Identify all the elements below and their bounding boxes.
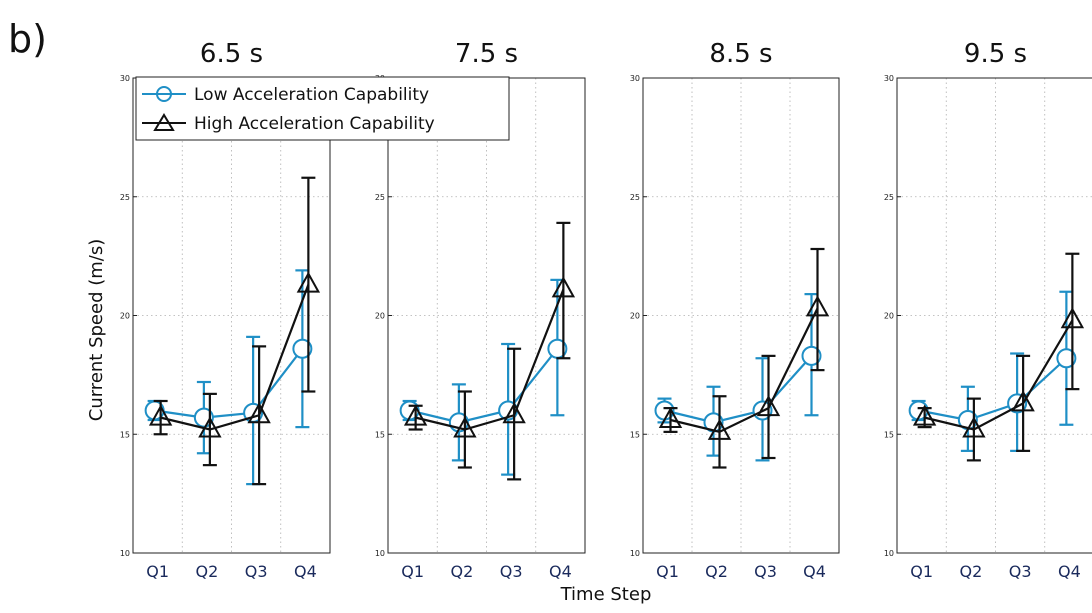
x-tick-label: Q4 <box>1058 562 1081 581</box>
x-tick-label: Q2 <box>450 562 473 581</box>
data-point-triangle <box>707 418 732 440</box>
panel-title: 8.5 s <box>709 39 772 69</box>
y-tick-label: 10 <box>884 549 894 558</box>
x-tick-label: Q2 <box>959 562 982 581</box>
series-high-acceleration <box>148 176 321 486</box>
legend-box <box>135 76 510 141</box>
data-point-triangle <box>198 416 222 438</box>
x-tick-label: Q2 <box>705 562 728 581</box>
chart-panel-1: 6.5 s 10 15 20 25 30 Q1 Q2 Q3 Q4 <box>120 39 331 581</box>
legend: Low Acceleration Capability High Acceler… <box>135 76 510 141</box>
y-tick-label: 25 <box>375 193 385 202</box>
chart-panel-3: 8.5 s 10 15 20 25 30 Q1 Q2 Q3 Q4 <box>630 39 840 581</box>
series-line <box>670 307 819 434</box>
legend-high-marker <box>153 113 175 131</box>
y-tick-label: 30 <box>884 74 894 83</box>
data-point-triangle <box>453 416 477 438</box>
chart-panel-4: 9.5 s 10 15 20 25 30 Q1 Q2 Q3 Q4 <box>884 39 1092 581</box>
panel-title: 9.5 s <box>964 39 1027 69</box>
data-point-triangle <box>1060 307 1085 329</box>
x-tick-label: Q3 <box>1009 562 1032 581</box>
series-low-acceleration <box>654 293 822 462</box>
series-line <box>409 348 559 424</box>
x-tick-label: Q1 <box>910 562 933 581</box>
y-axis-label: Current Speed (m/s) <box>86 239 107 422</box>
data-point-triangle <box>148 404 173 426</box>
data-point-triangle <box>551 276 576 298</box>
data-point-triangle <box>247 402 271 424</box>
x-tick-label: Q3 <box>754 562 777 581</box>
data-point-triangle <box>658 406 683 428</box>
series-low-acceleration <box>399 278 568 476</box>
plot-frame <box>896 77 1092 554</box>
x-tick-label: Q1 <box>146 562 169 581</box>
y-tick-label: 20 <box>630 312 640 321</box>
legend-low-label: Low Acceleration Capability <box>194 85 429 105</box>
series-high-acceleration <box>403 221 576 481</box>
panel-letter: b) <box>8 17 47 61</box>
x-tick-label: Q3 <box>500 562 523 581</box>
series-line <box>918 357 1068 422</box>
series-line <box>160 284 310 431</box>
x-tick-label: Q4 <box>549 562 572 581</box>
x-tick-label: Q3 <box>245 562 268 581</box>
x-axis-label: Time Step <box>560 584 652 605</box>
data-point-circle <box>1056 348 1077 369</box>
chart-panels: 6.5 s 10 15 20 25 30 Q1 Q2 Q3 Q4 7.5 s 10 15 20 25 30 Q1… <box>120 39 1092 581</box>
y-tick-label: 10 <box>120 549 130 558</box>
y-tick-label: 15 <box>884 430 894 439</box>
y-tick-label: 25 <box>630 193 640 202</box>
x-tick-label: Q1 <box>656 562 679 581</box>
panel-title: 7.5 s <box>455 39 518 69</box>
data-point-triangle <box>502 402 526 424</box>
y-tick-label: 30 <box>120 74 130 83</box>
y-tick-label: 20 <box>884 312 894 321</box>
y-tick-label: 10 <box>630 549 640 558</box>
legend-low-marker <box>156 86 172 102</box>
data-point-circle <box>292 338 313 359</box>
y-tick-label: 15 <box>375 430 385 439</box>
x-tick-label: Q1 <box>401 562 424 581</box>
data-point-triangle <box>912 404 937 426</box>
series-line <box>924 319 1074 431</box>
x-tick-label: Q2 <box>195 562 218 581</box>
y-tick-label: 15 <box>630 430 640 439</box>
data-point-triangle <box>756 395 781 417</box>
series-high-acceleration <box>912 252 1085 462</box>
data-point-triangle <box>1011 390 1035 412</box>
y-tick-label: 25 <box>884 193 894 202</box>
y-tick-label: 15 <box>120 430 130 439</box>
y-tick-label: 10 <box>375 549 385 558</box>
y-tick-label: 20 <box>120 312 130 321</box>
y-tick-label: 20 <box>375 312 385 321</box>
series-line <box>154 348 304 419</box>
y-tick-label: 30 <box>630 74 640 83</box>
data-point-triangle <box>805 295 830 317</box>
data-point-triangle <box>962 416 986 438</box>
data-point-triangle <box>403 404 428 426</box>
series-low-acceleration <box>144 269 313 486</box>
x-tick-label: Q4 <box>294 562 317 581</box>
series-line <box>415 288 565 431</box>
data-point-triangle <box>296 271 321 293</box>
series-high-acceleration <box>658 247 830 469</box>
series-line <box>664 355 813 424</box>
y-tick-label: 25 <box>120 193 130 202</box>
x-tick-label: Q4 <box>803 562 826 581</box>
panel-title: 6.5 s <box>200 39 263 69</box>
legend-high-label: High Acceleration Capability <box>194 114 435 134</box>
data-point-circle <box>801 345 822 366</box>
